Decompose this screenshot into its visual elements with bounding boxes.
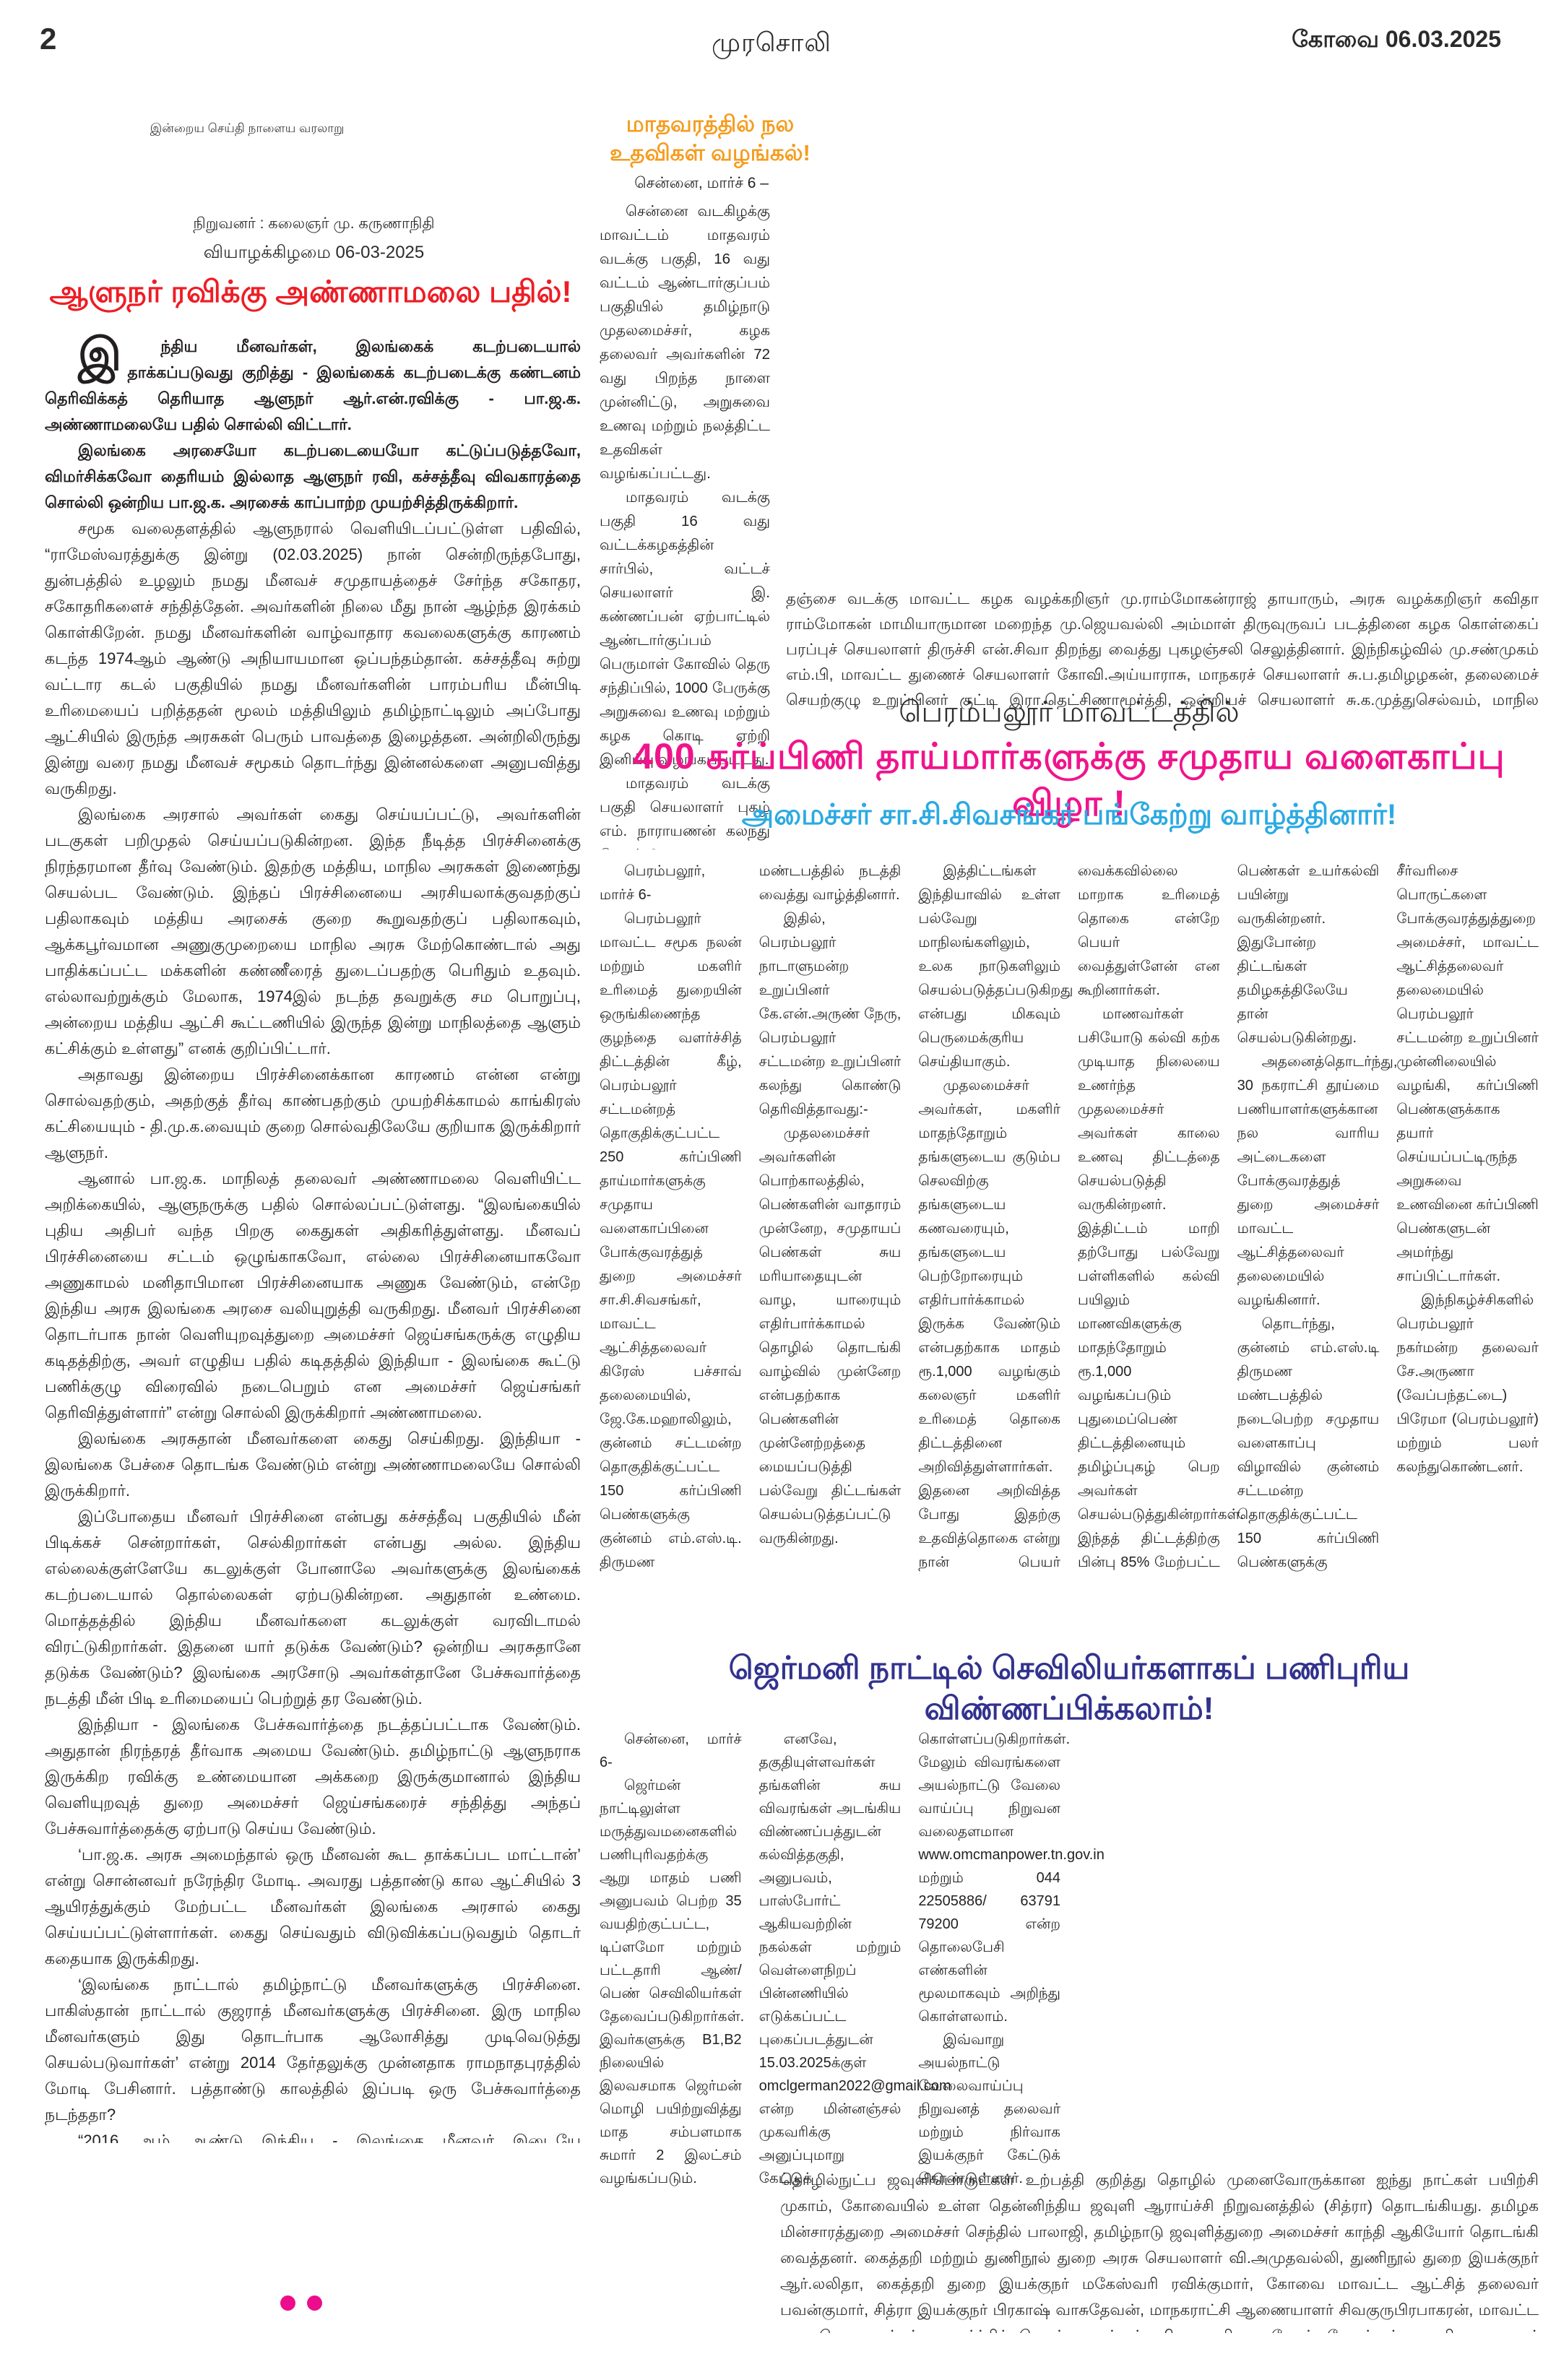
paragraph: இந்நிகழ்ச்சிகளில் பெரம்பலூர் நகர்மன்ற தல… (1396, 1292, 1539, 1475)
end-dot-icon (280, 2295, 295, 2311)
paragraph: பெரம்பலூர் மாவட்ட சமூக நலன் மற்றும் மகளி… (600, 863, 902, 1570)
day-date-line: வியாழக்கிழமை 06-03-2025 (203, 243, 425, 262)
perambalur-kicker: பெரம்பலூர் மாவட்டத்தில் (899, 696, 1240, 728)
germany-headline: ஜெர்மனி நாட்டில் செவிலியர்களாகப் பணிபுரி… (728, 1650, 1410, 1726)
paragraph: இந்திய மீனவர்கள், இலங்கைக் கடற்படையால் த… (45, 334, 581, 433)
paragraph: பெரம்பலூர், மார்ச் 6- (600, 863, 706, 903)
perambalur-body: பெரம்பலூர், மார்ச் 6- பெரம்பலூர் மாவட்ட ச… (600, 860, 1539, 1627)
paragraph: ஆனால் பா.ஜ.க. மாநிலத் தலைவர் அண்ணாமலை வெ… (45, 1169, 581, 1421)
end-dot-icon (307, 2295, 322, 2311)
paragraph: இவ்வாறு அயல்நாட்டு வேலைவாய்ப்பு நிறுவனத்… (918, 2032, 1060, 2186)
paragraph: இலங்கை அரசுதான் மீனவர்களை கைது செய்கிறது… (45, 1429, 581, 1500)
paragraph: இந்தியா - இலங்கை பேச்சுவார்த்தை நடத்தப்ப… (45, 1715, 581, 1838)
madhavaram-dateline: சென்னை, மார்ச் 6 – (634, 175, 769, 191)
article-end-mark (280, 2295, 322, 2311)
germany-body: சென்னை, மார்ச் 6- ஜெர்மன் நாட்டிலுள்ள மரு… (600, 1728, 1539, 2210)
paragraph: முதலமைச்சர் அவர்கள், மகளிர் மாதந்தோறும் … (918, 863, 1220, 1570)
edition-date: கோவை 06.03.2025 (1292, 26, 1501, 52)
lead-article-body: இந்திய மீனவர்கள், இலங்கைக் கடற்படையால் த… (45, 334, 581, 2143)
madhavaram-headline: மாதவரத்தில் நல உதவிகள் வழங்கல்! (610, 111, 811, 166)
paragraph: மாதவரம் வடக்கு பகுதி 16 வது வட்டக்கழகத்த… (600, 489, 770, 768)
paragraph: சமூக வலைதளத்தில் ஆளுநரால் வெளியிடப்பட்டு… (45, 519, 581, 797)
paragraph: ‘இலங்கை நாட்டால் தமிழ்நாட்டு மீனவர்களுக்… (45, 1976, 581, 2124)
lead-article-headline: ஆளுநர் ரவிக்கு அண்ணாமலை பதில்! (49, 274, 572, 308)
paragraph: முதலமைச்சர் அவர்களின் பொற்காலத்தில், பெண… (758, 1125, 902, 1546)
perambalur-headline: 400 கர்ப்பிணி தாய்மார்களுக்கு சமுதாய வளை… (633, 736, 1505, 823)
paper-tagline: இன்றைய செய்தி நாளைய வரலாறு (150, 121, 345, 135)
paragraph: இத்திட்டங்கள் இந்தியாவில் உள்ள பல்வேறு ம… (918, 863, 1073, 1070)
madhavaram-body: சென்னை வடகிழக்கு மாவட்டம் மாதவரம் வடக்கு… (600, 199, 770, 849)
paragraph: “2016 ஆம் ஆண்டு இந்திய - இலங்கை மீனவர் இ… (78, 2132, 581, 2143)
paragraph: இலங்கை அரசால் அவர்கள் கைது செய்யப்பட்டு,… (45, 805, 581, 1057)
paragraph: ஜெர்மன் நாட்டிலுள்ள மருத்துவமனைகளில் பணி… (600, 1778, 745, 2186)
founder-line: நிறுவனர் : கலைஞர் மு. கருணாநிதி (193, 215, 435, 232)
page-number: 2 (40, 22, 57, 56)
paragraph: இதில், பெரம்பலூர் நாடாளுமன்ற உறுப்பினர் … (758, 911, 902, 1117)
paragraph: மாணவர்கள் பசியோடு கல்வி கற்க முடியாத நில… (1077, 863, 1380, 1570)
paragraph: ‘பா.ஜ.க. அரசு அமைந்தால் ஒரு மீனவன் கூட த… (45, 1845, 581, 1968)
paragraph: அதாவது இன்றைய பிரச்சினைக்கான காரணம் என்ன… (45, 1065, 581, 1161)
paragraph: மாதவரம் வடக்கு பகுதி செயலாளர் புகழ் எம்.… (600, 775, 770, 849)
paragraph: தொடர்ந்து, குன்னம் எம்.எஸ்.டி திருமண மண்… (1237, 863, 1539, 1570)
paragraph: சென்னை வடகிழக்கு மாவட்டம் மாதவரம் வடக்கு… (600, 203, 770, 482)
photo-caption-top: தஞ்சை வடக்கு மாவட்ட கழக வழக்கறிஞர் மு.ரா… (786, 590, 1539, 709)
paragraph: இலங்கை அரசையோ கடற்படையையோ கட்டுப்படுத்தவ… (45, 441, 581, 511)
paragraph: சென்னை, மார்ச் 6- (600, 1731, 742, 1770)
photo-caption-bottom: தொழில்நுட்ப ஜவுளிபொருட்கள் உற்பத்தி குறி… (780, 2171, 1539, 2333)
paragraph: எனவே, தகுதியுள்ளவர்கள் தங்களின் சுய விவர… (758, 1731, 1105, 2186)
perambalur-subhead: அமைச்சர் சா.சி.சிவசங்கர் பங்கேற்று வாழ்த… (741, 799, 1397, 831)
masthead-title: முரசொலி (712, 27, 831, 57)
paragraph: இப்போதைய மீனவர் பிரச்சினை என்பது கச்சத்த… (45, 1507, 581, 1708)
paragraph: அதனைத்தொடர்ந்து, 30 நகராட்சி தூய்மை பணிய… (1237, 1054, 1398, 1308)
